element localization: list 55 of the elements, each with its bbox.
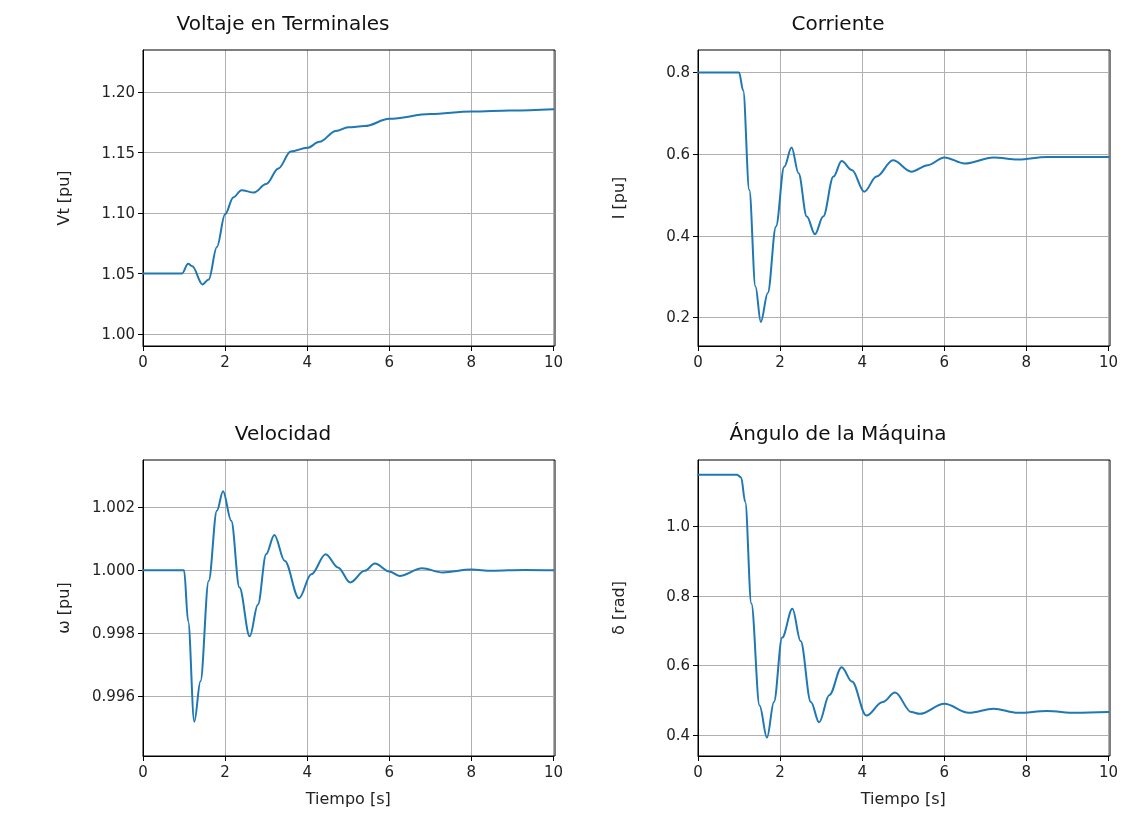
x-tick-label: 6 bbox=[384, 762, 395, 781]
y-tick-label: 0.8 bbox=[666, 586, 690, 605]
y-tick-label: 0.998 bbox=[92, 624, 135, 643]
y-tick-label: 0.4 bbox=[666, 726, 690, 745]
y-axis-title: Vt [pu] bbox=[53, 170, 73, 226]
x-tick-label: 6 bbox=[939, 762, 950, 781]
x-tick-label: 4 bbox=[857, 762, 867, 781]
x-tick-label: 6 bbox=[384, 352, 395, 371]
x-tick-label: 0 bbox=[693, 762, 703, 781]
x-tick-label: 8 bbox=[466, 352, 477, 371]
x-tick-label: 8 bbox=[1021, 762, 1032, 781]
x-tick-label: 4 bbox=[302, 352, 312, 371]
y-tick-label: 0.996 bbox=[92, 687, 135, 706]
y-tick-label: 0.2 bbox=[666, 308, 690, 327]
chart-title: Velocidad bbox=[234, 421, 332, 445]
y-tick-label: 1.20 bbox=[101, 83, 135, 102]
y-tick-label: 1.000 bbox=[92, 561, 135, 580]
y-tick-label: 0.8 bbox=[666, 63, 690, 82]
y-tick-label: 1.00 bbox=[101, 324, 135, 343]
line-series bbox=[142, 108, 555, 286]
y-tick-label: 1.15 bbox=[101, 143, 135, 162]
x-tick-label: 2 bbox=[220, 762, 230, 781]
y-tick-label: 0.6 bbox=[666, 145, 690, 164]
y-tick-label: 0.4 bbox=[666, 226, 690, 245]
x-tick-label: 2 bbox=[775, 352, 785, 371]
y-axis-title: ω [pu] bbox=[53, 582, 73, 634]
chart-title: Corriente bbox=[791, 11, 885, 35]
y-tick-label: 1.0 bbox=[666, 517, 690, 536]
x-tick-label: 8 bbox=[1021, 352, 1032, 371]
chart-title: Voltaje en Terminales bbox=[176, 11, 390, 35]
x-tick-label: 4 bbox=[302, 762, 312, 781]
x-tick-label: 10 bbox=[543, 762, 563, 781]
x-tick-label: 10 bbox=[1098, 352, 1118, 371]
y-tick-label: 0.6 bbox=[666, 656, 690, 675]
x-tick-label: 8 bbox=[466, 762, 477, 781]
x-tick-label: 10 bbox=[1098, 762, 1118, 781]
x-tick-label: 0 bbox=[693, 352, 703, 371]
line-series bbox=[697, 473, 1110, 739]
x-tick-label: 10 bbox=[543, 352, 563, 371]
x-tick-label: 2 bbox=[775, 762, 785, 781]
y-axis-title: δ [rad] bbox=[608, 581, 628, 635]
x-tick-label: 4 bbox=[857, 352, 867, 371]
x-tick-label: 2 bbox=[220, 352, 230, 371]
x-axis-title: Tiempo [s] bbox=[859, 788, 946, 808]
y-tick-label: 1.002 bbox=[92, 498, 135, 517]
x-axis-title: Tiempo [s] bbox=[304, 788, 391, 808]
y-axis-title: I [pu] bbox=[608, 176, 628, 220]
y-tick-label: 1.10 bbox=[101, 204, 135, 223]
x-tick-label: 6 bbox=[939, 352, 950, 371]
y-tick-label: 1.05 bbox=[101, 264, 135, 283]
x-tick-label: 0 bbox=[138, 352, 148, 371]
line-series bbox=[697, 71, 1110, 323]
line-series bbox=[142, 490, 555, 723]
x-tick-label: 0 bbox=[138, 762, 148, 781]
chart-title: Ángulo de la Máquina bbox=[729, 421, 947, 445]
